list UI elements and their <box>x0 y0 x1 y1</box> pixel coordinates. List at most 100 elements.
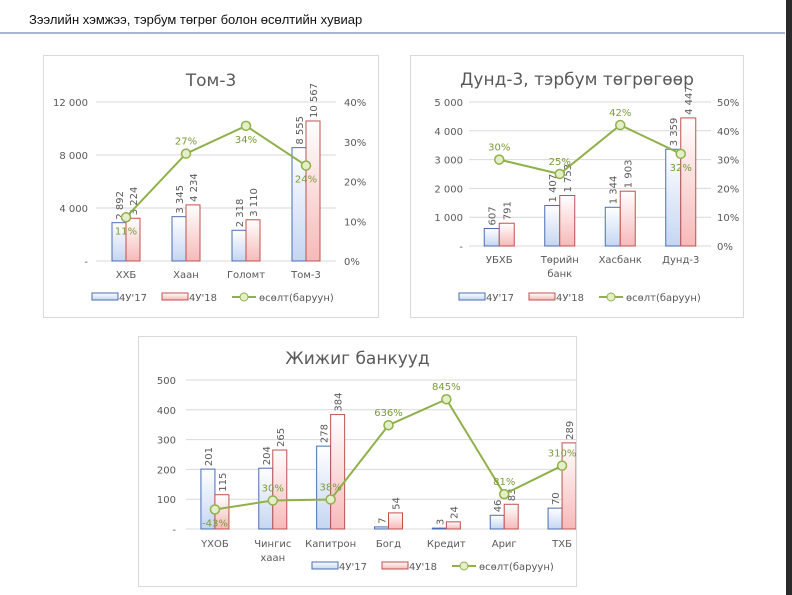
y-tick-label: 500 <box>157 376 176 387</box>
y2-tick-label: 10% <box>717 213 739 224</box>
bar-value-label: 1 753 <box>563 164 574 193</box>
category-label: Чингис <box>254 539 291 550</box>
chart-title: Дунд-3, тэрбум төгрөгөөр <box>460 70 694 90</box>
y2-tick-label: 20% <box>717 184 739 195</box>
legend-marker-growth <box>239 292 249 302</box>
legend-swatch-4u17 <box>91 292 119 301</box>
legend-swatch-4u18 <box>161 292 189 301</box>
page-header-title: Зээлийн хэмжээ, тэрбум төгрөг болон өсөл… <box>29 12 363 27</box>
category-label: Том-3 <box>290 270 321 281</box>
chart-svg: Дунд-3, тэрбум төгрөгөөр - 1 000 2 000 3 000… <box>434 70 739 304</box>
bar-value-label: 83 <box>507 489 518 502</box>
category-label: Дунд-3 <box>662 255 699 266</box>
y-tick-label: 12 000 <box>53 98 88 109</box>
legend-label: 4У'17 <box>119 293 147 304</box>
bar-4u18 <box>305 120 321 262</box>
y2-tick-label: 30% <box>717 156 739 167</box>
growth-marker <box>267 495 279 506</box>
y2-tick-label: 20% <box>344 178 366 189</box>
growth-label: 34% <box>235 135 257 146</box>
growth-marker <box>675 148 686 160</box>
y-tick-label: 200 <box>157 465 176 476</box>
category-label: Капитрон <box>305 539 356 550</box>
legend-label: 4У'18 <box>189 293 217 304</box>
y2-tick-label: 0% <box>717 242 733 253</box>
bar-4u18 <box>245 219 261 262</box>
bar-value-label: 4 234 <box>189 173 200 202</box>
category-label: Хасбанк <box>599 255 642 266</box>
bar-value-label: 1 903 <box>624 160 635 189</box>
legend-label: өсөлт(баруун) <box>259 293 334 304</box>
bar-value-label: 24 <box>449 506 460 519</box>
window-edge <box>786 0 792 595</box>
y-tick-label: 4 000 <box>59 204 88 215</box>
bar-value-label: 4 447 <box>684 86 695 115</box>
growth-label: 845% <box>432 382 461 393</box>
bar-4u18 <box>498 222 515 247</box>
category-label: ХХБ <box>116 270 137 281</box>
growth-marker <box>494 154 505 165</box>
bar-value-label: 791 <box>503 201 514 220</box>
legend-swatch-4u17 <box>458 292 486 301</box>
growth-marker <box>554 168 565 180</box>
category-label: банк <box>547 269 572 280</box>
bar-value-label: 3 359 <box>669 118 680 147</box>
legend-marker-growth <box>606 292 616 302</box>
chart-svg: Жижиг банкууд-100200300400500-200%0%200%… <box>157 349 576 573</box>
category-label: ҮХОБ <box>200 539 229 550</box>
growth-label: 32% <box>670 163 692 174</box>
bar-4u18 <box>680 117 697 247</box>
category-label: Голомт <box>227 270 265 281</box>
category-label: УБХБ <box>486 255 513 266</box>
bar-value-label: 54 <box>392 497 403 510</box>
bar-4u18 <box>503 503 519 530</box>
growth-marker <box>498 488 510 500</box>
legend-label: 4У'18 <box>409 562 437 573</box>
bar-4u17 <box>483 228 500 247</box>
bar-value-label: 3 345 <box>175 185 186 214</box>
chart-title: Жижиг банкууд <box>285 349 429 369</box>
legend-marker-growth <box>459 561 469 571</box>
legend-label: өсөлт(баруун) <box>626 293 701 304</box>
y2-tick-label: 50% <box>717 98 739 109</box>
y-tick-label: 1 000 <box>434 213 463 224</box>
growth-label: 310% <box>548 449 576 460</box>
growth-label: 30% <box>488 143 510 154</box>
bar-value-label: 115 <box>218 473 229 492</box>
growth-line <box>499 123 682 176</box>
y-tick-label: 8 000 <box>59 151 88 162</box>
growth-marker <box>441 393 452 405</box>
header-divider <box>0 32 785 34</box>
category-label: ТХБ <box>551 539 572 550</box>
y-tick-label: 300 <box>157 436 176 447</box>
y-tick-label: 4 000 <box>434 127 463 138</box>
y2-tick-label: 40% <box>344 98 366 109</box>
bar-4u17 <box>547 507 563 530</box>
growth-label: 81% <box>493 477 515 488</box>
y-tick-label: 2 000 <box>434 184 463 195</box>
growth-label: 636% <box>374 408 403 419</box>
category-label: Ариг <box>492 539 517 550</box>
bar-value-label: 2 892 <box>115 191 126 220</box>
y-tick-label: 5 000 <box>434 98 463 109</box>
bar-value-label: 3 224 <box>129 187 140 216</box>
growth-label: -43% <box>202 519 228 530</box>
growth-line <box>125 124 307 218</box>
bar-value-label: 7 <box>378 518 389 524</box>
category-label: Кредит <box>427 539 466 550</box>
bar-value-label: 204 <box>262 446 273 465</box>
bar-value-label: 289 <box>565 421 576 440</box>
bar-value-label: 2 318 <box>235 199 246 228</box>
bar-4u18 <box>559 195 576 247</box>
bar-value-label: 1 344 <box>609 176 620 205</box>
growth-label: 11% <box>115 226 137 237</box>
bar-value-label: 384 <box>334 392 345 411</box>
y2-tick-label: 30% <box>344 138 366 149</box>
category-label: Төрийн <box>540 255 579 266</box>
legend-label: 4У'18 <box>556 293 584 304</box>
growth-label: 38% <box>320 482 342 493</box>
bar-4u18 <box>445 521 461 530</box>
bar-value-label: 3 <box>435 519 446 525</box>
y2-tick-label: 40% <box>717 127 739 138</box>
bar-4u17 <box>374 526 389 530</box>
